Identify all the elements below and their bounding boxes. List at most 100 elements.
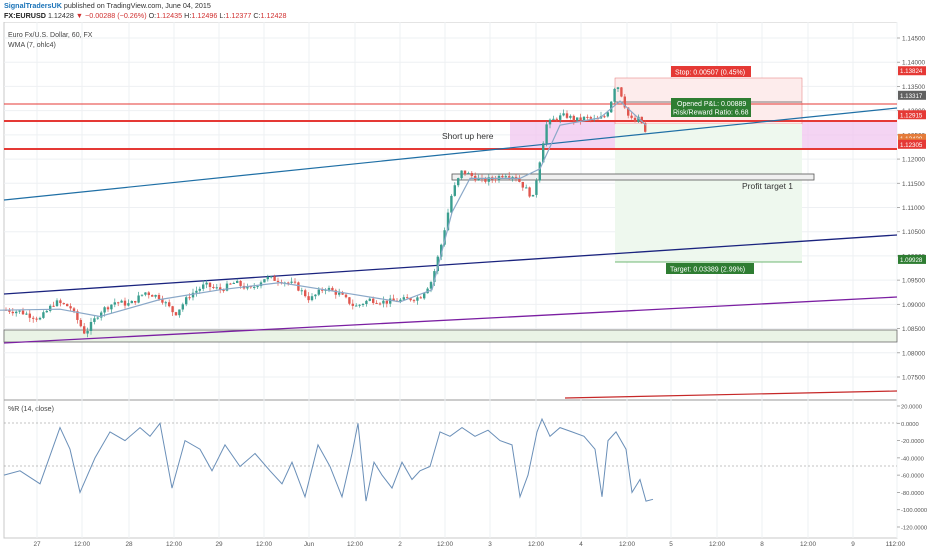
candle-body (361, 304, 365, 306)
chart-header: SignalTradersUK published on TradingView… (4, 0, 884, 22)
time-tick-label: 27 (33, 541, 41, 548)
candle-body (487, 177, 490, 182)
trend-lines[interactable] (3, 101, 898, 399)
time-tick-label: 9 (851, 541, 855, 548)
candle-body (542, 143, 545, 163)
candle-body (409, 298, 412, 301)
candle-body (603, 116, 606, 118)
price-badge (898, 110, 926, 120)
candle-body (249, 286, 252, 288)
osc-tick-label: -20.0000 (901, 439, 924, 445)
candle-body (406, 297, 409, 299)
channel-upper-line[interactable] (3, 234, 898, 295)
osc-tick-label: -40.0000 (901, 456, 924, 462)
candle-body (123, 300, 127, 306)
williams-r-line (3, 417, 654, 502)
candle-body (633, 117, 637, 122)
time-tick-label: 5 (669, 541, 673, 548)
target-badge (666, 263, 754, 274)
price-axis[interactable]: 1.145001.140001.135001.130001.125001.120… (897, 36, 926, 382)
candle-body (327, 287, 331, 290)
candle-body (32, 317, 35, 319)
time-tick-label: Jun (304, 541, 315, 548)
price-tick-label: 1.14000 (902, 60, 926, 67)
candle-body (219, 287, 222, 291)
candle-body (508, 176, 511, 178)
candle-body (52, 305, 55, 307)
time-tick-label: 4 (579, 541, 583, 548)
low-value: 1.12377 (225, 11, 252, 20)
channel-lower-line[interactable] (3, 296, 898, 344)
candle-body (358, 304, 361, 306)
time-tick-label: 29 (215, 541, 223, 548)
candle-body (613, 88, 616, 102)
red-ray-line[interactable] (564, 390, 898, 399)
pl-badge (671, 98, 751, 117)
candle-body (55, 300, 59, 306)
time-axis[interactable]: 27 12:00 28 12:00 29 12:00 Jun 12:00 2 12:00 3 12:0… (33, 541, 905, 548)
candle-body (147, 292, 150, 296)
price-badge (898, 66, 926, 76)
profit-target-label: Profit target 1 (742, 181, 793, 191)
candle-body (338, 292, 341, 295)
candle-body (171, 306, 174, 313)
candle-body (470, 172, 473, 176)
price-tick-label: 1.13500 (902, 84, 926, 91)
price-badge (898, 139, 926, 149)
price-badge (898, 90, 926, 100)
candle-body (259, 282, 263, 287)
price-tick-label: 1.11000 (902, 205, 925, 212)
candle-body (450, 195, 453, 213)
candle-body (297, 282, 300, 291)
osc-tick-label: -80.0000 (901, 491, 924, 497)
candle-body (460, 170, 463, 179)
candle-body (35, 318, 38, 320)
candle-body (239, 280, 242, 286)
osc-tick-label: 20.0000 (901, 405, 922, 411)
candle-body (120, 300, 123, 303)
time-tick-label: 28 (125, 541, 133, 548)
candle-body (130, 300, 133, 304)
publisher-link[interactable]: SignalTradersUK (4, 1, 62, 10)
indicator-label: WMA (7, ohlc4) (8, 42, 56, 49)
candle-body (402, 297, 405, 300)
candle-body (110, 304, 113, 310)
price-chart[interactable]: Euro Fx/U.S. Dollar, 60, FX WMA (7, ohlc… (0, 22, 932, 550)
candle-body (263, 279, 266, 283)
rising-trendline[interactable] (3, 107, 898, 201)
candle-body (205, 282, 208, 285)
symbol-label[interactable]: FX:EURUSD (4, 11, 46, 20)
publish-line: SignalTradersUK published on TradingView… (4, 1, 211, 10)
time-tick-label: 12:00 (166, 541, 182, 548)
candle-body (59, 300, 62, 304)
candle-body (83, 326, 86, 334)
target-label: Target: 0.03389 (2.99%) (670, 267, 745, 274)
osc-tick-label: -120.0000 (901, 526, 927, 532)
candle-body (72, 308, 76, 312)
candle-body (589, 117, 592, 119)
candle-body (463, 170, 467, 174)
price-tick-label: 1.11500 (902, 181, 925, 188)
candle-body (545, 124, 548, 144)
candle-body (436, 256, 439, 272)
price-tick-label: 1.07500 (902, 375, 926, 382)
candle-body (185, 297, 188, 305)
candle-body (106, 307, 110, 310)
candle-body (446, 212, 450, 231)
candle-body (276, 280, 280, 282)
oscillator-axis[interactable]: 20.0000 0.0000 -20.0000 -40.0000 -60.0000 -80… (897, 405, 927, 532)
candle-body (287, 282, 290, 284)
time-tick-label: 12:00 (800, 541, 816, 548)
last-price: 1.12428 (47, 11, 74, 20)
candle-body (15, 311, 18, 314)
candle-body (538, 162, 541, 181)
candle-body (103, 307, 106, 313)
time-tick-label: 11 (886, 541, 893, 548)
candle-body (562, 113, 565, 116)
candle-body (222, 290, 225, 292)
candle-body (66, 303, 69, 307)
candle-body (45, 310, 48, 313)
time-tick-label: 12:00 (889, 541, 905, 548)
candle-body (25, 313, 28, 315)
candle-body (307, 296, 310, 301)
